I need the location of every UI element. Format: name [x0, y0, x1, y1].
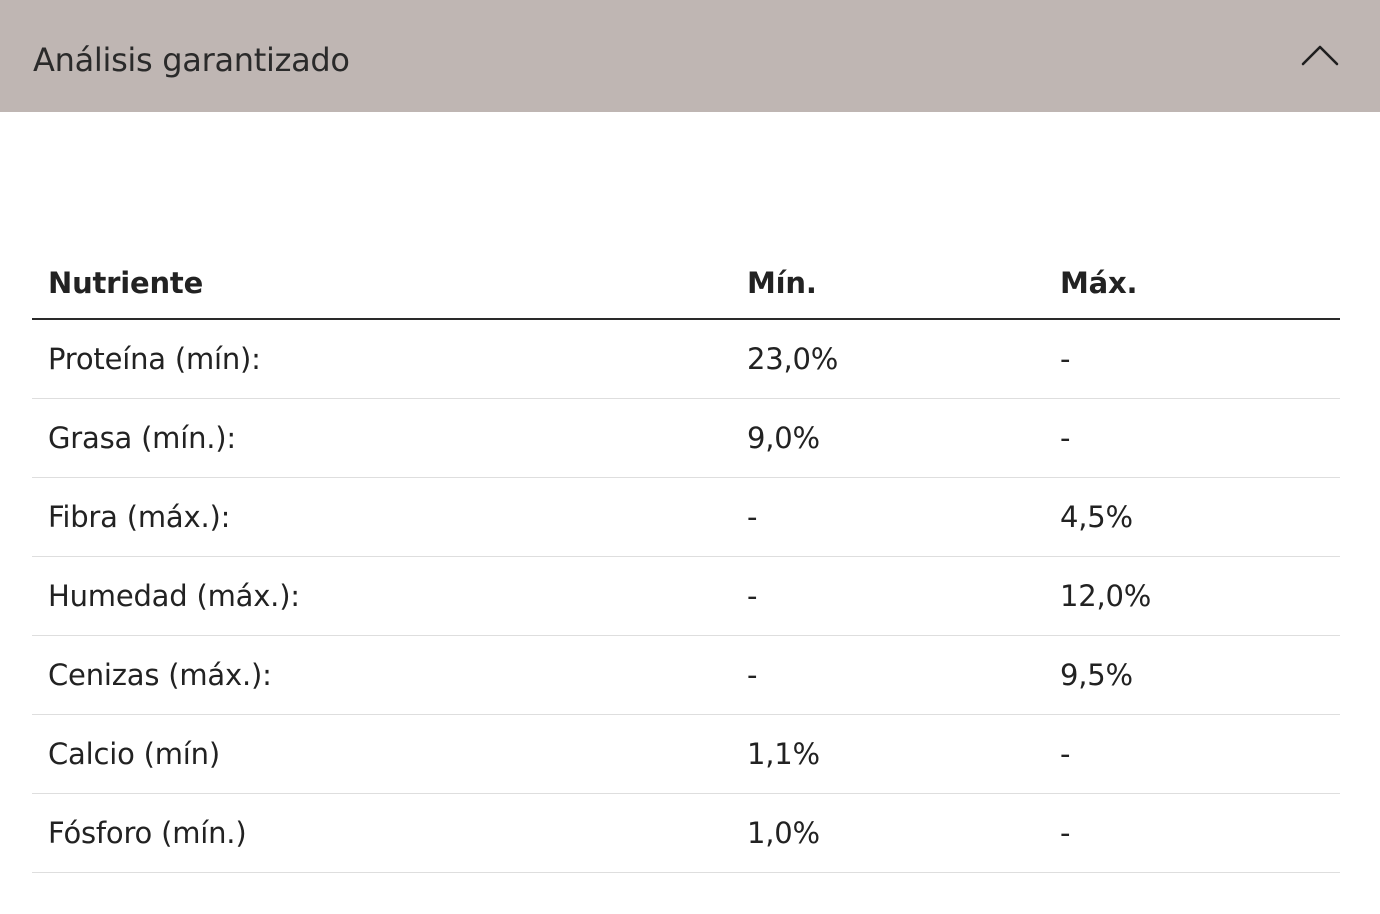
min-cell: 1,0%: [747, 816, 820, 850]
max-cell: -: [1060, 816, 1071, 850]
max-cell: 9,5%: [1060, 658, 1133, 692]
min-cell: -: [747, 579, 758, 613]
accordion-title: Análisis garantizado: [33, 41, 350, 79]
table-row: Grasa (mín.): 9,0% -: [32, 399, 1340, 478]
column-header-nutrient: Nutriente: [48, 266, 204, 300]
table-row: Cenizas (máx.): - 9,5%: [32, 636, 1340, 715]
min-cell: -: [747, 658, 758, 692]
max-cell: -: [1060, 342, 1071, 376]
chevron-up-icon[interactable]: [1300, 42, 1340, 68]
nutrient-cell: Humedad (máx.):: [48, 579, 300, 613]
table-row: Fibra (máx.): - 4,5%: [32, 478, 1340, 557]
table-row: Calcio (mín) 1,1% -: [32, 715, 1340, 794]
max-cell: 4,5%: [1060, 500, 1133, 534]
accordion-header[interactable]: Análisis garantizado: [0, 0, 1380, 112]
nutrition-table: Nutriente Mín. Máx. Proteína (mín): 23,0…: [32, 244, 1340, 873]
nutrient-cell: Calcio (mín): [48, 737, 220, 771]
max-cell: 12,0%: [1060, 579, 1152, 613]
table-row: Humedad (máx.): - 12,0%: [32, 557, 1340, 636]
table-row: Fósforo (mín.) 1,0% -: [32, 794, 1340, 873]
table-row: Proteína (mín): 23,0% -: [32, 320, 1340, 399]
min-cell: 23,0%: [747, 342, 839, 376]
column-header-min: Mín.: [747, 266, 817, 300]
nutrient-cell: Grasa (mín.):: [48, 421, 236, 455]
nutrient-cell: Fibra (máx.):: [48, 500, 231, 534]
max-cell: -: [1060, 737, 1071, 771]
nutrient-cell: Proteína (mín):: [48, 342, 261, 376]
column-header-max: Máx.: [1060, 266, 1138, 300]
max-cell: -: [1060, 421, 1071, 455]
table-header-row: Nutriente Mín. Máx.: [32, 244, 1340, 320]
min-cell: -: [747, 500, 758, 534]
nutrient-cell: Fósforo (mín.): [48, 816, 247, 850]
min-cell: 1,1%: [747, 737, 820, 771]
nutrient-cell: Cenizas (máx.):: [48, 658, 272, 692]
min-cell: 9,0%: [747, 421, 820, 455]
